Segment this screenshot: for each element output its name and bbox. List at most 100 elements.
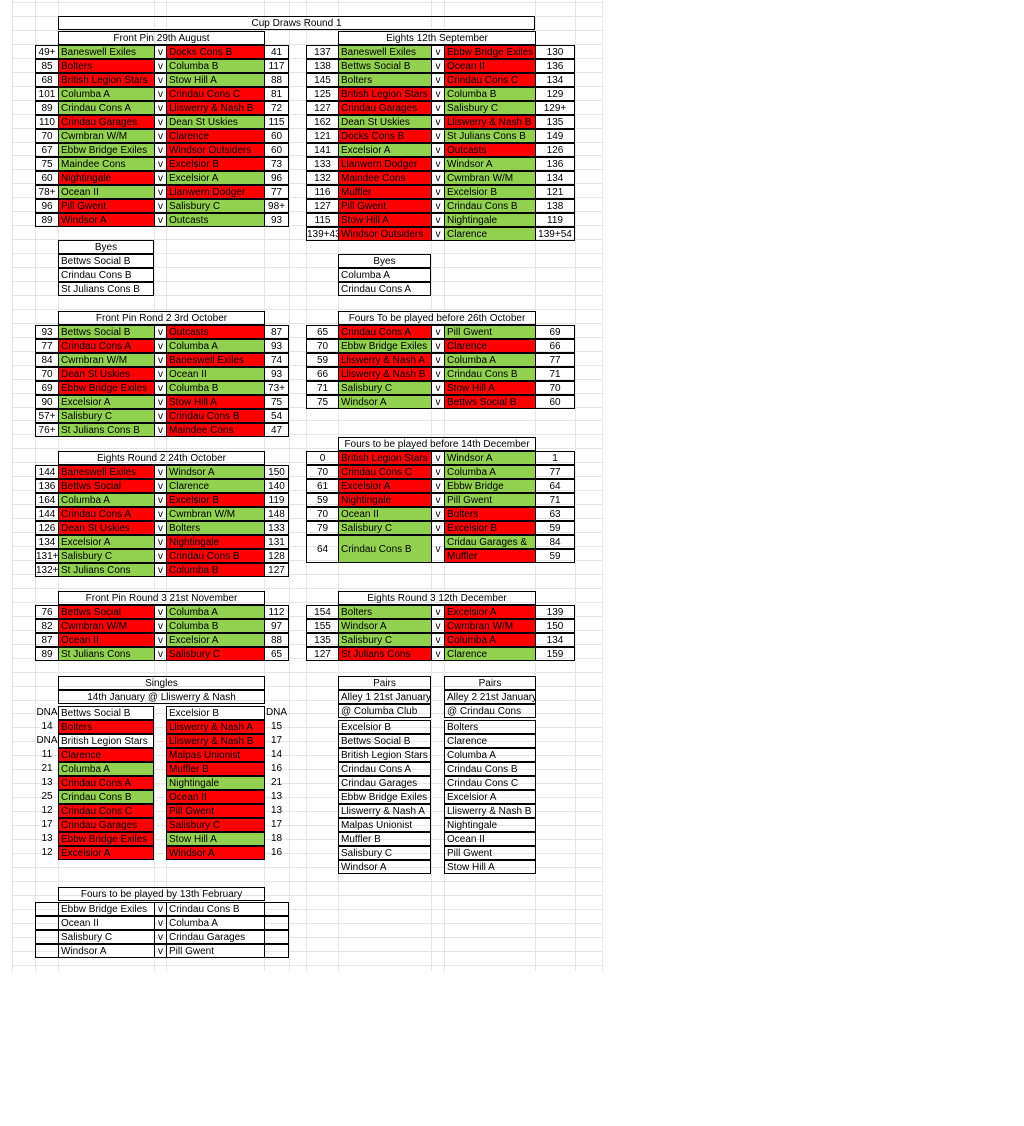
score-home: 132 <box>306 171 339 185</box>
score-home: 116 <box>306 185 339 199</box>
versus-label: v <box>431 465 445 479</box>
gridline <box>12 713 602 714</box>
gridline <box>12 644 602 645</box>
gridline <box>12 253 602 254</box>
score-home: 13 <box>41 833 53 844</box>
gridline <box>12 197 602 198</box>
gridline <box>12 30 602 31</box>
score-home: 135 <box>306 633 339 647</box>
team-home: Bettws Social <box>58 479 155 493</box>
gridline <box>12 434 602 435</box>
gridline <box>12 407 602 408</box>
pair-entry: Bettws Social B <box>338 734 431 748</box>
team-home: Ebbw Bridge Exiles <box>338 339 432 353</box>
team-away: Bettws Social B <box>444 395 536 409</box>
team-home: St Julians Cons <box>338 647 432 661</box>
team-away: Crindau Cons B <box>444 199 536 213</box>
versus-label: v <box>431 87 445 101</box>
team-away: Windsor Outsiders <box>166 143 265 157</box>
versus-label: v <box>431 633 445 647</box>
score-away: 17 <box>270 735 283 746</box>
score-away: 59 <box>535 521 575 535</box>
score-home: 138 <box>306 59 339 73</box>
team-home: Windsor A <box>58 944 155 958</box>
score-away: 136 <box>535 157 575 171</box>
team-away: Crindau Cons C <box>166 87 265 101</box>
versus-label: v <box>431 101 445 115</box>
score-away: 133 <box>264 521 289 535</box>
score-away: 41 <box>264 45 289 59</box>
score-away: 74 <box>264 353 289 367</box>
score-away: 65 <box>264 647 289 661</box>
player-away: Lliswerry & Nash B <box>166 734 265 748</box>
team-away: Columba A <box>166 916 265 930</box>
team-away: Columba B <box>166 381 265 395</box>
bye-team: Columba A <box>338 268 431 282</box>
team-away: Excelsior A <box>166 171 265 185</box>
team-away: Clarence <box>166 479 265 493</box>
score-away: 77 <box>535 353 575 367</box>
team-away: Nightingale <box>444 213 536 227</box>
score-away: 60 <box>264 129 289 143</box>
team-away: Ocean II <box>166 367 265 381</box>
team-home: Pill Gwent <box>58 199 155 213</box>
versus-label: v <box>431 367 445 381</box>
gridline <box>12 560 602 561</box>
score-away: 97 <box>264 619 289 633</box>
pair-entry: Crindau Cons B <box>444 762 536 776</box>
score-home: 11 <box>41 749 53 760</box>
score-home: 93 <box>35 325 59 339</box>
team-home: Docks Cons B <box>338 129 432 143</box>
team-home: Bettws Social B <box>58 325 155 339</box>
score-home <box>35 902 59 916</box>
gridline <box>12 448 602 449</box>
score-home: 76 <box>35 605 59 619</box>
pair-entry: Ocean II <box>444 832 536 846</box>
section-title: Front Pin 29th August <box>58 31 265 45</box>
score-away: 18 <box>270 833 283 844</box>
team-home: Cwmbran W/M <box>58 353 155 367</box>
score-home: 132+ <box>35 563 59 577</box>
player-home: Crindau Cons A <box>58 776 154 790</box>
team-away: Excelsior A <box>166 633 265 647</box>
score-away: 70 <box>535 381 575 395</box>
gridline <box>12 769 602 770</box>
team-home: Baneswell Exiles <box>58 465 155 479</box>
team-away: Excelsior B <box>444 521 536 535</box>
score-home: 21 <box>41 763 53 774</box>
team-home: Maindee Cons <box>58 157 155 171</box>
player-home: Bettws Social B <box>58 706 154 720</box>
score-away: 121 <box>535 185 575 199</box>
pair-entry: Excelsior B <box>338 720 431 734</box>
sheet-title: Cup Draws Round 1 <box>58 16 535 30</box>
score-home: 13 <box>41 777 53 788</box>
gridline <box>12 881 602 882</box>
team-home: Crindau Cons A <box>338 325 432 339</box>
team-home: Salisbury C <box>58 409 155 423</box>
team-away: Ocean II <box>444 59 536 73</box>
score-away: 59 <box>535 549 575 563</box>
score-home: 127 <box>306 647 339 661</box>
player-away: Malpas Unionist <box>166 748 265 762</box>
team-away: Pill Gwent <box>166 944 265 958</box>
gridline <box>12 853 602 854</box>
team-home: Pill Gwent <box>338 199 432 213</box>
score-away <box>264 916 289 930</box>
score-away: 150 <box>264 465 289 479</box>
gridline <box>12 44 602 45</box>
team-away: Windsor A <box>444 451 536 465</box>
pair-entry: Salisbury C <box>338 846 431 860</box>
score-away: 98+ <box>264 199 289 213</box>
player-away: Muffler B <box>166 762 265 776</box>
team-home: British Legion Stars <box>338 451 432 465</box>
score-home: 70 <box>306 465 339 479</box>
team-home: Dean St Uskies <box>338 115 432 129</box>
team-home: Ocean II <box>58 185 155 199</box>
versus-label: v <box>431 619 445 633</box>
score-home: 90 <box>35 395 59 409</box>
team-home: Dean St Uskies <box>58 367 155 381</box>
score-home: 110 <box>35 115 59 129</box>
team-away: Columba B <box>166 619 265 633</box>
team-away: Nightingale <box>166 535 265 549</box>
section-title: Front Pin Rond 2 3rd October <box>58 311 265 325</box>
